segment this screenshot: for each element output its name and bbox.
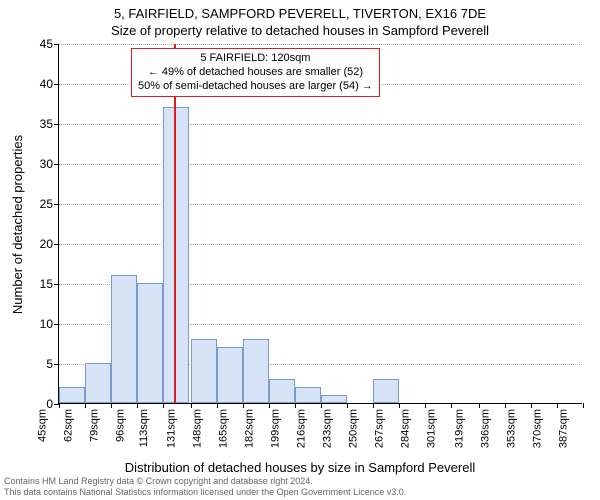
ytick-label: 40 bbox=[40, 77, 53, 91]
ytick-mark bbox=[54, 124, 59, 125]
ytick-mark bbox=[54, 244, 59, 245]
xtick-label: 113sqm bbox=[138, 409, 150, 447]
ytick-mark bbox=[54, 284, 59, 285]
ytick-mark bbox=[54, 164, 59, 165]
xtick-mark bbox=[451, 403, 452, 408]
plot-area: 05101520253035404545sqm62sqm79sqm96sqm11… bbox=[58, 44, 582, 404]
xtick-mark bbox=[85, 403, 86, 408]
xtick-label: 131sqm bbox=[165, 409, 177, 448]
xtick-label: 165sqm bbox=[217, 409, 229, 448]
xtick-mark bbox=[137, 403, 138, 408]
footer-attribution: Contains HM Land Registry data © Crown c… bbox=[4, 476, 596, 497]
xtick-mark bbox=[505, 403, 506, 408]
xtick-mark bbox=[269, 403, 270, 408]
histogram-bar bbox=[217, 347, 243, 403]
gridline bbox=[59, 204, 582, 205]
callout-box: 5 FAIRFIELD: 120sqm← 49% of detached hou… bbox=[131, 48, 380, 97]
xtick-label: 199sqm bbox=[269, 409, 281, 448]
histogram-bar bbox=[85, 363, 111, 403]
xtick-label: 62sqm bbox=[63, 409, 75, 442]
xtick-label: 370sqm bbox=[531, 409, 543, 448]
xtick-label: 353sqm bbox=[505, 409, 517, 448]
ytick-label: 5 bbox=[46, 357, 53, 371]
xtick-label: 45sqm bbox=[36, 409, 48, 442]
xtick-mark bbox=[347, 403, 348, 408]
xtick-mark bbox=[295, 403, 296, 408]
xtick-mark bbox=[243, 403, 244, 408]
gridline bbox=[59, 124, 582, 125]
xtick-mark bbox=[163, 403, 164, 408]
chart-container: 5, FAIRFIELD, SAMPFORD PEVERELL, TIVERTO… bbox=[0, 0, 600, 500]
xtick-mark bbox=[373, 403, 374, 408]
ytick-label: 45 bbox=[40, 37, 53, 51]
xtick-label: 284sqm bbox=[400, 409, 412, 448]
xtick-label: 319sqm bbox=[453, 409, 465, 448]
xtick-label: 267sqm bbox=[374, 409, 386, 448]
marker-line bbox=[174, 44, 176, 403]
xtick-label: 336sqm bbox=[479, 409, 491, 448]
xtick-mark bbox=[191, 403, 192, 408]
xtick-mark bbox=[111, 403, 112, 408]
ytick-mark bbox=[54, 204, 59, 205]
xtick-label: 182sqm bbox=[243, 409, 255, 448]
callout-line1: 5 FAIRFIELD: 120sqm bbox=[138, 52, 373, 66]
xtick-label: 250sqm bbox=[348, 409, 360, 448]
histogram-bar bbox=[269, 379, 295, 403]
ytick-mark bbox=[54, 44, 59, 45]
histogram-bar bbox=[111, 275, 137, 403]
histogram-bar bbox=[295, 387, 321, 403]
ytick-label: 20 bbox=[40, 237, 53, 251]
footer-line2: This data contains National Statistics i… bbox=[4, 487, 596, 497]
xtick-label: 387sqm bbox=[557, 409, 569, 448]
xtick-label: 216sqm bbox=[295, 409, 307, 448]
ytick-mark bbox=[54, 364, 59, 365]
xtick-mark bbox=[479, 403, 480, 408]
histogram-bar bbox=[163, 107, 189, 403]
xtick-mark bbox=[321, 403, 322, 408]
ytick-label: 35 bbox=[40, 117, 53, 131]
xtick-mark bbox=[583, 403, 584, 408]
gridline bbox=[59, 164, 582, 165]
ytick-label: 25 bbox=[40, 197, 53, 211]
histogram-bar bbox=[137, 283, 163, 403]
footer-line1: Contains HM Land Registry data © Crown c… bbox=[4, 476, 596, 486]
x-axis-label: Distribution of detached houses by size … bbox=[0, 460, 600, 475]
histogram-bar bbox=[243, 339, 269, 403]
xtick-mark bbox=[217, 403, 218, 408]
callout-line3: 50% of semi-detached houses are larger (… bbox=[138, 80, 373, 94]
xtick-mark bbox=[59, 403, 60, 408]
gridline bbox=[59, 44, 582, 45]
callout-line2: ← 49% of detached houses are smaller (52… bbox=[138, 66, 373, 80]
xtick-mark bbox=[557, 403, 558, 408]
histogram-bar bbox=[321, 395, 347, 403]
xtick-mark bbox=[425, 403, 426, 408]
xtick-label: 96sqm bbox=[115, 409, 127, 442]
ytick-mark bbox=[54, 324, 59, 325]
xtick-label: 301sqm bbox=[426, 409, 438, 448]
y-axis-label: Number of detached properties bbox=[10, 44, 26, 404]
xtick-label: 233sqm bbox=[321, 409, 333, 448]
histogram-bar bbox=[59, 387, 85, 403]
xtick-label: 148sqm bbox=[191, 409, 203, 448]
xtick-mark bbox=[531, 403, 532, 408]
histogram-bar bbox=[191, 339, 217, 403]
chart-title-main: 5, FAIRFIELD, SAMPFORD PEVERELL, TIVERTO… bbox=[0, 6, 600, 21]
xtick-label: 79sqm bbox=[89, 409, 101, 442]
gridline bbox=[59, 244, 582, 245]
xtick-mark bbox=[399, 403, 400, 408]
histogram-bar bbox=[373, 379, 399, 403]
ytick-label: 30 bbox=[40, 157, 53, 171]
ytick-label: 15 bbox=[40, 277, 53, 291]
ytick-label: 10 bbox=[40, 317, 53, 331]
chart-title-sub: Size of property relative to detached ho… bbox=[0, 23, 600, 38]
ytick-mark bbox=[54, 84, 59, 85]
